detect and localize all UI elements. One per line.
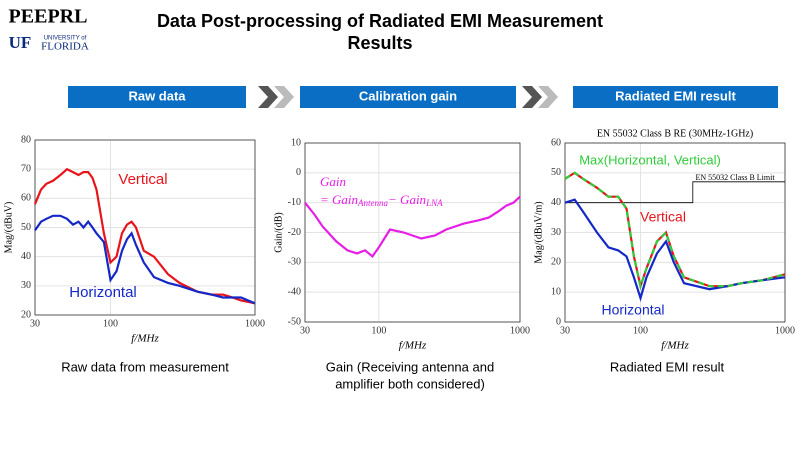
caption: amplifier both considered) [335,376,485,391]
plot-frame [564,142,786,323]
logo-florida: FLORIDA [41,41,89,53]
y-tick-label: 40 [551,197,561,208]
x-tick-label: 1000 [245,318,265,329]
y-tick-label: 30 [551,227,561,238]
y-tick-label: 0 [296,167,301,178]
chevron [538,86,558,108]
y-tick-label: 30 [21,280,31,291]
y-tick-label: 70 [21,163,31,174]
plot-frame [304,142,521,323]
series-line [565,181,785,204]
series-label: EN 55032 Class B Limit [695,173,775,182]
series-line [564,198,786,302]
series-label: Vertical [640,209,686,225]
y-axis-label: Mag/(dBuV) [3,202,14,254]
y-tick-label: 80 [21,134,31,145]
chart-title: EN 55032 Class B RE (30MHz-1GHz) [597,128,753,139]
step-label: Raw data [128,88,186,103]
y-tick-label: 20 [551,257,561,268]
logo-university: UNIVERSITY of [44,36,87,42]
caption: Radiated EMI result [610,359,725,374]
series-label: Horizontal [601,302,664,318]
y-tick-label: 50 [551,167,561,178]
x-tick-label: 100 [633,325,648,336]
chevron [258,86,278,108]
y-tick-label: 20 [21,309,31,320]
annotation-part: LNA [425,198,443,208]
annotation-part: − Gain [388,192,426,207]
step-label: Radiated EMI result [615,88,736,103]
series-line [304,195,521,258]
annotation: = GainAntenna− GainLNA [320,192,443,208]
chevrons [258,86,558,108]
y-tick-label: 60 [551,137,561,148]
step-banner [573,86,778,108]
x-tick-label: 100 [103,318,118,329]
logo-top: PEEPRL [9,6,88,28]
x-tick-label: 1000 [775,325,795,336]
series-label: Max(Horizontal, Vertical) [579,152,721,167]
step-label: Calibration gain [359,88,457,103]
caption: Raw data from measurement [61,359,229,374]
series-line [34,214,256,305]
series-label: Horizontal [69,284,137,301]
x-tick-label: 1000 [510,325,530,336]
title: Results [347,33,412,53]
chevron [274,86,294,108]
annotation: Gain [320,174,346,189]
y-tick-label: 50 [21,222,31,233]
step-banner [300,86,516,108]
series-label: Vertical [118,171,167,188]
y-tick-label: -10 [288,197,301,208]
plot-frame [34,139,256,316]
x-tick-label: 30 [560,325,570,336]
series-line [564,171,786,291]
annotation-part: = Gain [320,192,358,207]
title: Data Post-processing of Radiated EMI Mea… [157,11,603,31]
y-tick-label: -30 [288,257,301,268]
y-tick-label: -20 [288,227,301,238]
caption: Gain (Receiving antenna and [326,359,494,374]
x-tick-label: 30 [30,318,40,329]
y-tick-label: 10 [551,286,561,297]
y-tick-label: -40 [288,286,301,297]
y-tick-label: 0 [556,316,561,327]
logo-uf: UF [9,33,32,52]
x-axis-label: f/MHz [399,340,427,352]
y-tick-label: 40 [21,251,31,262]
y-axis-label: Mag/(dBuV/m) [533,201,544,263]
y-tick-label: -50 [288,316,301,327]
y-tick-label: 60 [21,193,31,204]
x-axis-label: f/MHz [131,333,159,345]
chevron [522,86,542,108]
x-tick-label: 30 [300,325,310,336]
y-tick-label: 10 [291,137,301,148]
y-axis-label: Gain/(dB) [273,212,284,253]
annotation-part: Antenna [357,198,388,208]
x-tick-label: 100 [371,325,386,336]
x-axis-label: f/MHz [661,340,689,352]
step-banner [68,86,246,108]
